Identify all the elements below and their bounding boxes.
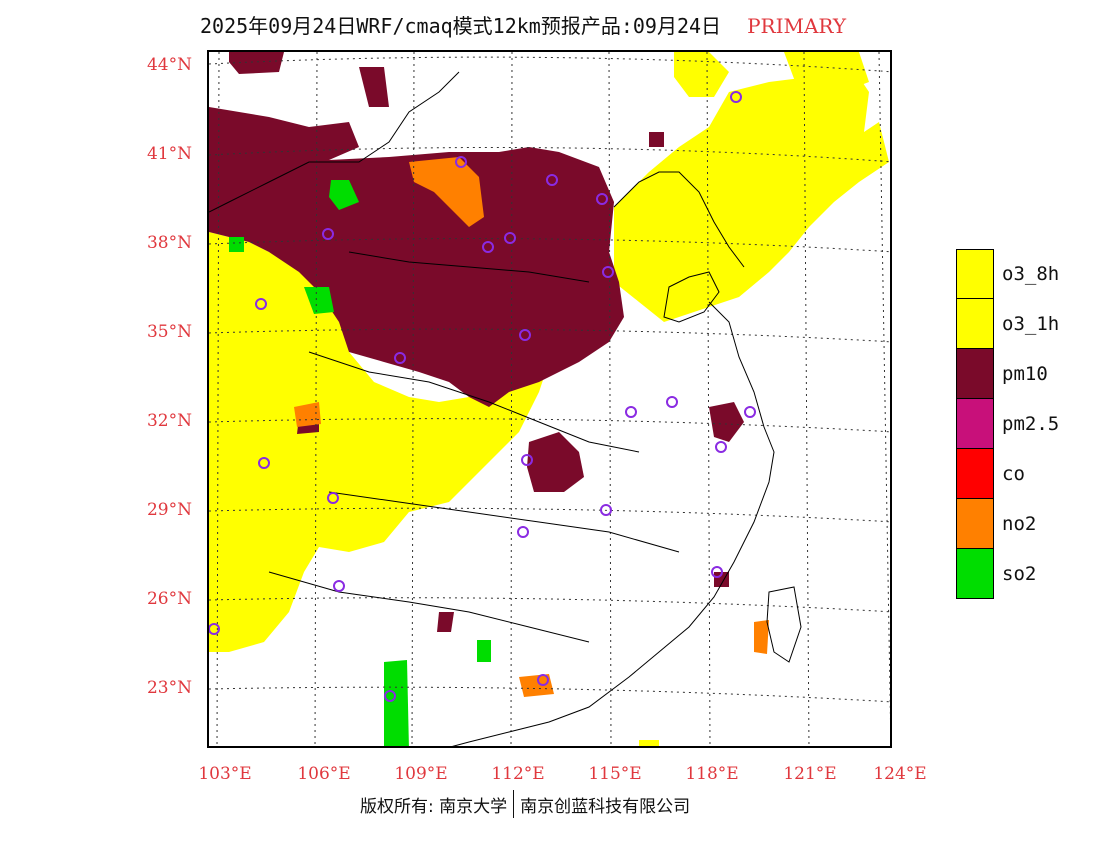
legend-item-pm10: pm10 [956,349,1080,399]
title-text: 2025年09月24日WRF/cmaq模式12km预报产品:09月24日 [200,14,722,38]
legend-swatch [956,549,994,599]
lat-label-44: 44°N [146,55,192,75]
lon-label-112: 112°E [491,764,545,784]
lat-label-23: 23°N [146,678,192,698]
lat-label-26: 26°N [146,589,192,609]
lon-label-124: 124°E [873,764,927,784]
station-markers [209,91,756,702]
lat-label-38: 38°N [146,233,192,253]
status-badge: PRIMARY [747,14,847,38]
legend-swatch [956,299,994,349]
lat-label-41: 41°N [146,144,192,164]
graticule [209,52,890,746]
pollutant-legend: o3_8h o3_1h pm10 pm2.5 co no2 so2 [956,249,1080,599]
legend-label: pm10 [1002,363,1048,385]
legend-label: pm2.5 [1002,413,1060,435]
lat-label-32: 32°N [146,411,192,431]
lon-label-109: 109°E [394,764,448,784]
lat-label-35: 35°N [146,322,192,342]
legend-item-pm2-5: pm2.5 [956,399,1080,449]
no2-region [294,157,769,697]
lon-label-115: 115°E [588,764,642,784]
legend-label: o3_8h [1002,263,1060,285]
legend-swatch [956,249,994,299]
legend-label: co [1002,463,1025,485]
legend-item-o3-8h: o3_8h [956,249,1080,299]
copyright-footer: 版权所有: 南京大学 南京创蓝科技有限公司 [360,790,690,818]
legend-swatch [956,399,994,449]
legend-item-no2: no2 [956,499,1080,549]
footer-divider [513,790,515,818]
map-canvas [209,52,890,746]
legend-label: o3_1h [1002,313,1060,335]
coastline [209,71,802,746]
pollution-map [207,50,892,748]
lat-label-29: 29°N [146,500,192,520]
o3-region [209,52,889,746]
lon-label-106: 106°E [297,764,351,784]
legend-swatch [956,499,994,549]
legend-item-co: co [956,449,1080,499]
legend-label: so2 [1002,563,1037,585]
legend-item-o3-1h: o3_1h [956,299,1080,349]
lon-label-118: 118°E [685,764,739,784]
company-text: 南京创蓝科技有限公司 [520,796,691,817]
lon-label-121: 121°E [783,764,837,784]
copyright-text: 版权所有: 南京大学 [360,796,508,817]
so2-region [229,180,491,746]
lon-label-103: 103°E [198,764,252,784]
legend-swatch [956,349,994,399]
legend-swatch [956,449,994,499]
map-title: 2025年09月24日WRF/cmaq模式12km预报产品:09月24日 PRI… [200,12,846,40]
legend-label: no2 [1002,513,1037,535]
legend-item-so2: so2 [956,549,1080,599]
